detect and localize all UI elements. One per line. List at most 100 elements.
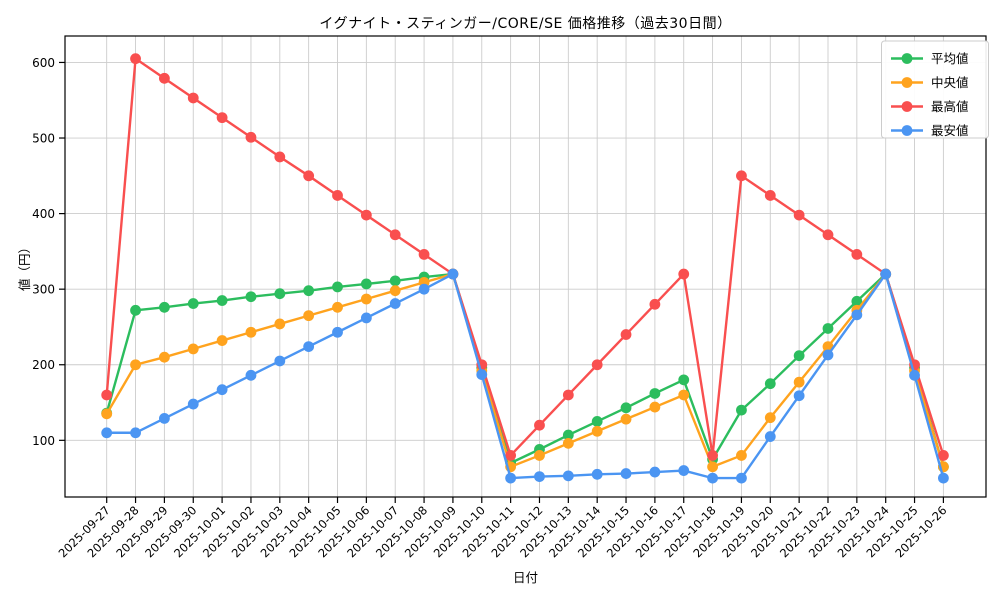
y-tick-label: 300 [32,283,55,297]
marker-median [303,310,315,322]
y-tick-label: 200 [32,358,55,372]
marker-median [101,408,113,420]
marker-min [793,390,805,402]
y-axis: 100 200 300 400 500 600 [32,56,65,448]
series-line-max [105,57,945,457]
legend-label-min: 最安値 [931,123,969,138]
marker-max [851,249,863,260]
marker-average [736,404,747,416]
marker-max [245,131,257,143]
legend-label-max: 最高値 [931,99,969,114]
marker-min [591,468,603,480]
marker-min [187,398,199,410]
marker-min [562,470,574,482]
marker-max [187,92,199,104]
marker-average [851,295,863,307]
marker-median [245,326,257,338]
legend-item-min: 最安値 [891,123,969,138]
marker-min [649,466,661,478]
marker-average [159,301,170,313]
marker-max [159,72,170,84]
marker-min [216,384,228,396]
marker-max [736,170,747,182]
marker-max [101,389,113,401]
marker-min [534,471,545,482]
x-axis: 2025-09-272025-09-282025-09-292025-09-30… [56,497,950,560]
marker-min [505,472,517,484]
marker-median [591,425,603,437]
marker-min [822,349,834,361]
marker-median [562,437,574,449]
marker-median [793,376,805,388]
marker-max [649,298,661,310]
legend-label-median: 中央値 [931,75,969,90]
axis-spine [64,35,987,498]
marker-median [130,359,141,371]
marker-average [216,295,228,306]
legend-item-max: 最高値 [891,99,969,114]
marker-max [534,419,545,431]
marker-min [101,427,113,439]
marker-average [649,388,661,399]
marker-min [159,413,170,424]
marker-average [130,304,141,316]
marker-min [274,355,286,367]
legend-label-average: 平均値 [931,51,969,66]
marker-average [360,278,372,290]
marker-min [303,341,315,353]
marker-median [389,285,401,297]
marker-max [360,209,372,221]
marker-median [159,351,170,363]
legend-item-average: 平均値 [891,51,969,66]
marker-min [938,472,949,484]
marker-average [678,374,690,386]
marker-min [620,468,632,479]
marker-median [678,389,690,401]
marker-median [360,293,372,305]
marker-max [620,329,632,340]
marker-average [591,416,603,427]
series-min [101,268,949,484]
y-axis-label: 値（円） [17,241,32,292]
legend-marker-max [901,101,913,112]
series-max [101,53,949,461]
marker-average [822,323,834,334]
marker-min [418,283,430,295]
y-tick-label: 100 [32,434,55,448]
series-line-min [105,272,945,480]
marker-average [562,429,574,441]
x-axis-label: 日付 [512,570,538,585]
marker-average [332,281,343,293]
marker-max [591,359,603,371]
marker-max [130,53,141,65]
y-tick-label: 500 [32,132,55,146]
marker-median [707,461,718,473]
marker-average [620,402,632,414]
marker-max [764,190,776,201]
marker-median [216,335,228,346]
marker-max [389,229,401,241]
legend-marker-median [901,77,913,88]
marker-min [245,369,257,381]
marker-min [476,369,488,380]
legend-box [881,40,989,139]
marker-min [130,427,141,439]
marker-median [620,413,632,425]
legend-marker-min [901,125,913,136]
marker-average [793,350,805,362]
marker-median [187,343,199,355]
y-tick-label: 400 [32,207,55,221]
marker-max [274,151,286,163]
y-tick-label: 600 [32,56,55,70]
marker-max [216,112,228,124]
marker-min [880,268,892,280]
marker-median [736,450,747,461]
marker-average [303,285,315,297]
marker-max [562,389,574,401]
marker-max [938,450,949,461]
marker-min [678,465,690,476]
marker-median [274,318,286,330]
marker-average [274,288,286,300]
